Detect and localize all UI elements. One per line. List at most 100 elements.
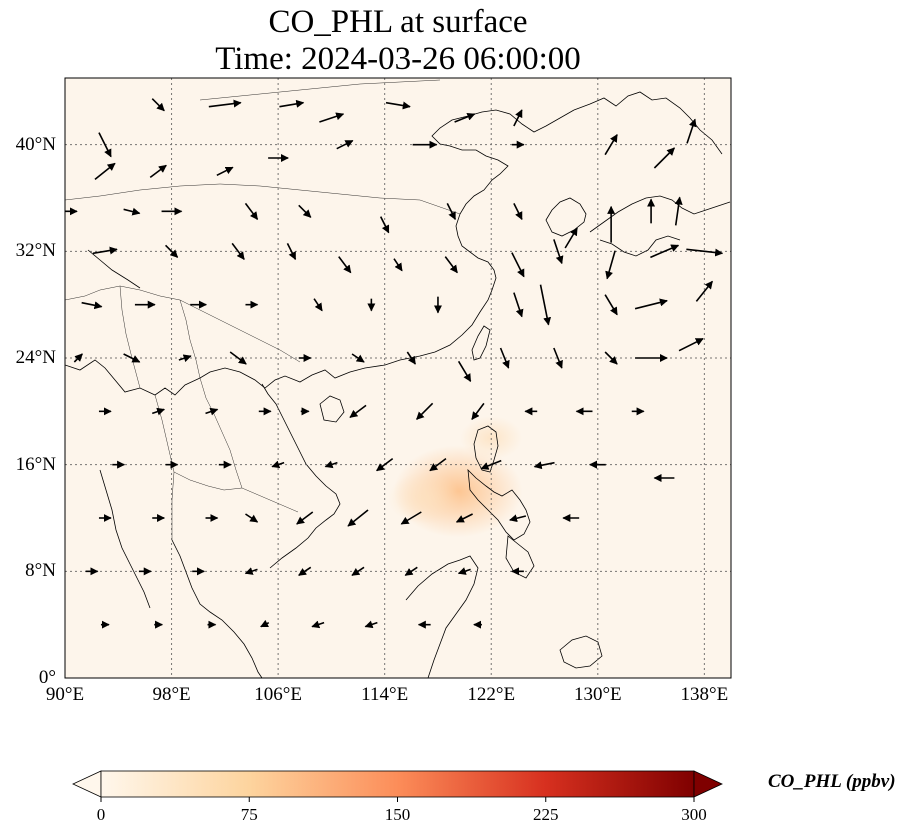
wind-arrow [513,202,523,221]
colorbar-extend-high [693,770,723,798]
wind-arrow [229,351,247,365]
lat-tick-label: 8°N [25,560,56,582]
colorbar-tick-label: 225 [533,805,559,824]
wind-arrow [319,112,345,123]
wind-arrow [455,513,473,523]
wind-arrow [208,99,242,108]
wind-arrow [471,402,485,420]
lat-tick-label: 16°N [15,453,56,475]
wind-arrow [244,202,259,220]
wind-arrow [231,242,245,260]
wind-arrow [533,461,555,470]
wind-arrow [604,351,618,365]
lon-tick-label: 90°E [45,684,85,705]
wind-arrow [400,511,422,525]
lon-tick-label: 114°E [361,684,409,705]
lon-tick-label: 138°E [680,684,729,705]
lat-tick-label: 40°N [15,133,56,155]
lon-tick-label: 130°E [573,684,622,705]
wind-arrow [674,196,683,226]
wind-arrow [406,351,416,365]
wind-arrow [376,458,394,472]
wind-arrow [393,258,403,272]
wind-arrow [511,252,525,278]
lon-tick-label: 98°E [152,684,191,705]
wind-arrow [686,248,724,257]
wind-arrow [338,256,352,274]
wind-arrow [678,337,704,352]
wind-arrow [605,250,616,280]
wind-arrow [349,404,367,418]
wind-arrow [379,216,390,234]
wind-arrow [385,101,411,110]
lat-tick-label: 0° [38,667,56,688]
wind-arrow [634,298,668,310]
wind-arrow [416,402,434,420]
wind-arrow [205,407,219,416]
wind-arrow [151,98,165,112]
wind-arrow [429,458,447,472]
colorbar-gradient [100,770,695,798]
wind-arrow [513,292,524,318]
wind-arrow [324,460,338,469]
wind-arrow [164,244,179,258]
wind-arrow [271,460,285,469]
wind-arrow [149,164,167,178]
wind-arrow [564,227,578,249]
wind-arrow [604,294,618,316]
colorbar-tick-label: 300 [681,805,707,824]
wind-arrow [457,567,471,575]
wind-arrow [81,301,103,310]
wind-arrow [499,347,510,369]
wind-arrow [298,566,312,576]
co-hotspot [388,472,462,524]
wind-arrow [94,162,116,180]
colorbar-tick-label: 75 [240,805,258,824]
wind-arrow [123,207,141,216]
wind-arrow [351,353,365,363]
wind-arrow [311,620,325,629]
wind-arrow [244,567,258,575]
wind-arrow [279,99,305,108]
wind-arrow [457,360,472,383]
wind-arrow [351,566,365,576]
wind-arrow [604,133,618,156]
figure-title-line-2: Time: 2024-03-26 06:00:00 [215,41,581,77]
wind-arrow [404,566,418,576]
wind-arrow [446,202,456,221]
wind-arrow [178,354,192,363]
lon-tick-label: 122°E [467,684,516,705]
wind-arrow [686,118,697,144]
figure-title-line-1: CO_PHL at surface [268,4,528,40]
wind-arrow [216,166,234,177]
wind-arrow [480,459,502,470]
wind-arrow [313,298,323,312]
colorbar-label: CO_PHL (ppbv) [768,771,896,792]
map-border [64,77,732,679]
wind-arrow [364,620,378,629]
lat-tick-label: 32°N [15,240,56,262]
wind-arrow [553,239,564,265]
wind-arrow [260,619,270,628]
wind-arrow [444,256,458,274]
wind-arrow [298,204,312,218]
lat-tick-label: 24°N [15,347,56,368]
wind-arrow [454,112,476,123]
wind-arrow [98,132,112,158]
colorbar-extend-low [72,770,102,798]
wind-arrow [296,511,314,525]
wind-arrow [73,353,83,363]
wind-arrow [653,147,675,169]
country-borders [65,79,461,540]
wind-arrow [123,353,141,363]
wind-arrow [695,280,713,302]
coastlines [65,91,731,678]
wind-arrow [151,407,165,416]
wind-arrow [92,246,118,255]
wind-arrow [286,242,297,261]
wind-arrow [509,514,527,523]
wind-arrow [347,509,369,527]
wind-arrow [336,139,354,150]
